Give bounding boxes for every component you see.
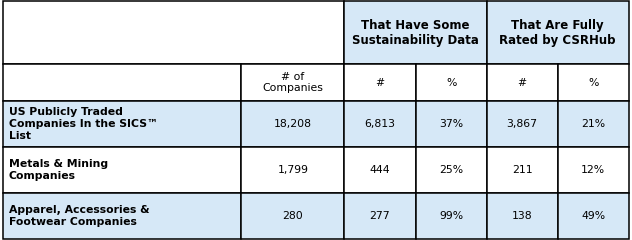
Bar bbox=[487, 1, 629, 64]
Bar bbox=[558, 101, 629, 147]
Bar bbox=[3, 193, 241, 239]
Text: 1,799: 1,799 bbox=[277, 165, 308, 175]
Text: 49%: 49% bbox=[581, 211, 605, 221]
Bar bbox=[487, 147, 558, 193]
Text: US Publicly Traded
Companies In the SICS™
List: US Publicly Traded Companies In the SICS… bbox=[9, 107, 158, 141]
Bar bbox=[558, 147, 629, 193]
Text: Metals & Mining
Companies: Metals & Mining Companies bbox=[9, 159, 108, 181]
Bar bbox=[487, 64, 558, 101]
Bar bbox=[416, 147, 487, 193]
Text: %: % bbox=[588, 78, 599, 88]
Text: 444: 444 bbox=[370, 165, 391, 175]
Bar bbox=[3, 1, 344, 64]
Text: 6,813: 6,813 bbox=[365, 119, 396, 129]
Bar bbox=[3, 64, 241, 101]
Bar bbox=[3, 101, 241, 147]
Text: 12%: 12% bbox=[581, 165, 605, 175]
Bar bbox=[3, 147, 241, 193]
Text: That Have Some
Sustainability Data: That Have Some Sustainability Data bbox=[352, 19, 479, 47]
Bar bbox=[344, 101, 416, 147]
Bar bbox=[241, 101, 344, 147]
Bar bbox=[416, 64, 487, 101]
Text: 277: 277 bbox=[370, 211, 391, 221]
Bar bbox=[344, 64, 416, 101]
Text: 138: 138 bbox=[512, 211, 533, 221]
Bar bbox=[487, 101, 558, 147]
Text: 211: 211 bbox=[512, 165, 533, 175]
Text: 21%: 21% bbox=[581, 119, 605, 129]
Text: 18,208: 18,208 bbox=[274, 119, 312, 129]
Text: 37%: 37% bbox=[439, 119, 463, 129]
Text: #: # bbox=[375, 78, 384, 88]
Text: 99%: 99% bbox=[439, 211, 463, 221]
Bar bbox=[558, 193, 629, 239]
Text: %: % bbox=[446, 78, 456, 88]
Bar bbox=[344, 1, 487, 64]
Bar bbox=[487, 193, 558, 239]
Bar bbox=[344, 193, 416, 239]
Bar bbox=[241, 147, 344, 193]
Bar bbox=[416, 193, 487, 239]
Text: #: # bbox=[518, 78, 526, 88]
Bar bbox=[344, 147, 416, 193]
Text: Apparel, Accessories &
Footwear Companies: Apparel, Accessories & Footwear Companie… bbox=[9, 205, 150, 227]
Bar bbox=[416, 101, 487, 147]
Text: 280: 280 bbox=[283, 211, 303, 221]
Text: That Are Fully
Rated by CSRHub: That Are Fully Rated by CSRHub bbox=[499, 19, 616, 47]
Bar bbox=[558, 64, 629, 101]
Bar bbox=[241, 64, 344, 101]
Text: 25%: 25% bbox=[439, 165, 463, 175]
Text: 3,867: 3,867 bbox=[507, 119, 538, 129]
Bar bbox=[241, 193, 344, 239]
Text: # of
Companies: # of Companies bbox=[262, 72, 324, 93]
